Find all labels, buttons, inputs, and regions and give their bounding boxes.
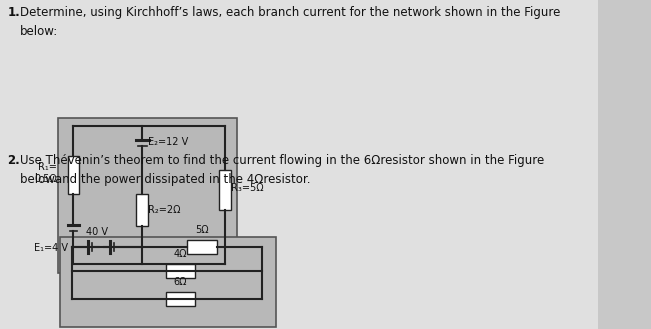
Bar — [187, 240, 217, 254]
Bar — [137, 194, 148, 226]
Text: 6Ω: 6Ω — [174, 277, 187, 287]
Bar — [68, 156, 79, 194]
Text: Determine, using Kirchhoff’s laws, each branch current for the network shown in : Determine, using Kirchhoff’s laws, each … — [20, 6, 561, 38]
Text: 1.: 1. — [7, 6, 20, 19]
Bar — [166, 292, 195, 306]
Text: Use Thévenin’s theorem to find the current flowing in the 6Ωresistor shown in th: Use Thévenin’s theorem to find the curre… — [20, 154, 544, 186]
Text: R₁=
0.5Ω: R₁= 0.5Ω — [35, 162, 57, 184]
Text: 5Ω: 5Ω — [195, 225, 209, 235]
Text: E₁=4 V: E₁=4 V — [34, 243, 68, 253]
Bar — [58, 118, 237, 273]
Bar — [166, 264, 195, 278]
Bar — [60, 237, 275, 327]
Text: R₂=2Ω: R₂=2Ω — [148, 205, 180, 215]
Bar — [219, 170, 231, 210]
Text: 40 V: 40 V — [87, 227, 108, 237]
Text: 2.: 2. — [7, 154, 20, 167]
Text: E₂=12 V: E₂=12 V — [148, 137, 188, 147]
Text: R₃=5Ω: R₃=5Ω — [230, 183, 263, 193]
Text: 4Ω: 4Ω — [174, 249, 187, 259]
